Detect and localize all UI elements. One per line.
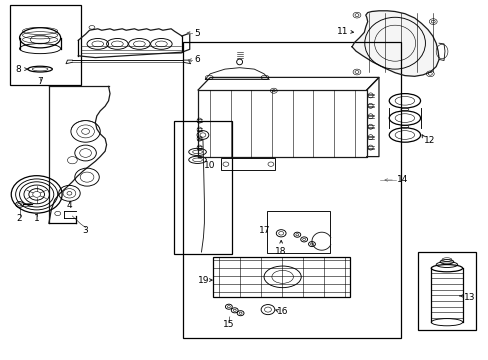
Polygon shape <box>351 11 438 76</box>
Bar <box>221 158 274 170</box>
Text: 3: 3 <box>82 226 88 235</box>
Text: 4: 4 <box>66 202 72 210</box>
Bar <box>173 121 232 254</box>
Bar <box>212 257 349 297</box>
Bar <box>266 211 329 253</box>
Text: 19: 19 <box>197 276 209 284</box>
Text: 14: 14 <box>396 175 407 184</box>
Bar <box>417 252 475 330</box>
Text: 7: 7 <box>37 77 43 86</box>
Bar <box>183 42 400 338</box>
Text: 13: 13 <box>463 292 474 302</box>
Text: 1: 1 <box>34 214 40 223</box>
Text: 15: 15 <box>223 320 234 329</box>
Text: 5: 5 <box>194 29 200 37</box>
Text: 16: 16 <box>276 307 288 316</box>
Text: 8: 8 <box>16 65 21 74</box>
Text: 11: 11 <box>336 27 347 36</box>
Text: 6: 6 <box>194 55 200 63</box>
Text: 10: 10 <box>204 161 216 170</box>
Text: 12: 12 <box>424 136 435 145</box>
Text: 18: 18 <box>274 247 286 256</box>
Bar <box>10 5 81 85</box>
Text: 2: 2 <box>17 214 22 223</box>
Text: 17: 17 <box>259 226 270 235</box>
